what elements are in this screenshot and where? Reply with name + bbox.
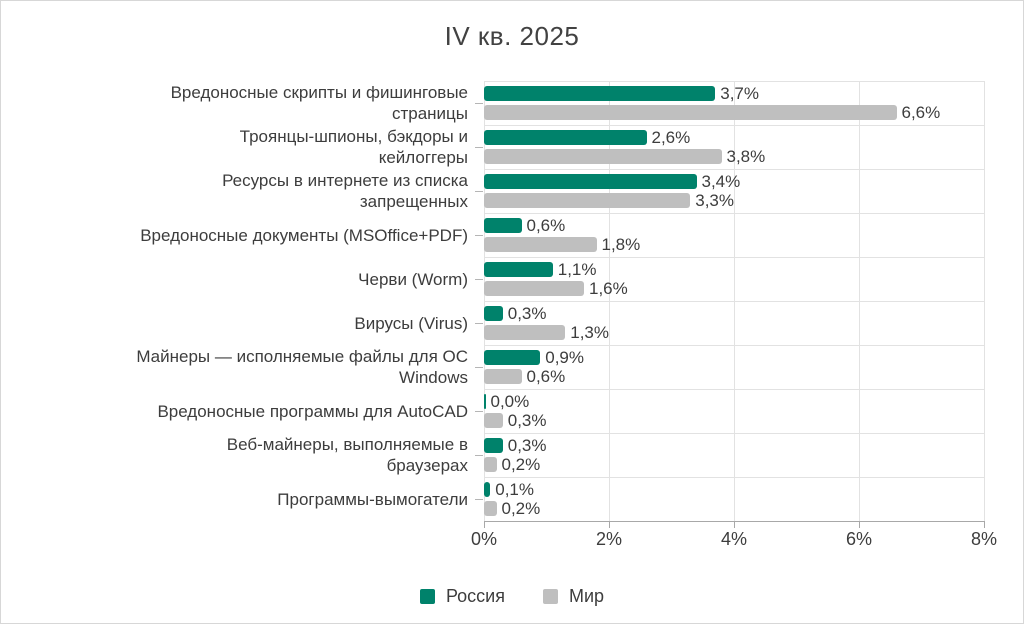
bar-value-label: 0,3% [507,304,547,323]
bar-value-label: 1,1% [557,260,597,279]
bar-value-label: 2,6% [651,128,691,147]
category-label: Вредоносные документы (MSOffice+PDF) [140,225,468,245]
bar-value-label: 3,8% [726,147,766,166]
category-label: Троянцы-шпионы, бэкдоры и кейлоггеры [239,127,468,167]
bar-value-label: 0,0% [490,392,530,411]
bar-value-label: 3,4% [701,172,741,191]
bar-russia [484,86,716,101]
bar-value-label: 1,8% [601,235,641,254]
gridline-horizontal [484,169,985,170]
bar-value-label: 0,1% [495,480,534,499]
category-label: Вредоносные скрипты и фишинговые страниц… [170,83,468,123]
bar-russia [484,306,503,321]
bar-value-label: 6,6% [901,103,941,122]
legend: Россия Мир [1,586,1023,607]
chart-title: IV кв. 2025 [444,21,580,51]
y-axis-tick [475,191,483,192]
bar-value-label: 0,3% [507,411,547,430]
category-label: Вирусы (Virus) [354,313,468,333]
bar-world [484,501,497,516]
bar-russia [484,482,491,497]
bar-value-label: 0,6% [526,367,566,386]
y-axis-tick [475,411,483,412]
y-axis-tick [475,147,483,148]
bar-world [484,457,497,472]
bar-value-label: 0,6% [526,216,566,235]
bar-world [484,237,597,252]
gridline-horizontal [484,345,985,346]
bar-world [484,325,566,340]
x-axis-tick [984,521,985,528]
legend-swatch-russia [419,589,435,604]
x-axis-tick-label: 8% [970,529,998,549]
y-axis-tick [475,103,483,104]
bar-value-label: 0,3% [507,436,547,455]
gridline-horizontal [484,389,985,390]
gridline-horizontal [484,477,985,478]
y-axis-tick [475,279,483,280]
legend-swatch-world [542,589,558,604]
x-axis-tick [609,521,610,528]
legend-item-world: Мир [542,586,605,607]
x-axis-tick-label: 2% [595,529,623,549]
bar-russia [484,174,697,189]
bar-value-label: 1,3% [570,323,609,342]
bar-world [484,149,722,164]
bar-value-label: 1,6% [589,279,628,298]
bar-russia [484,262,553,277]
bar-world [484,105,897,120]
bar-world [484,413,503,428]
bar-value-label: 0,2% [501,499,541,518]
bar-russia [484,218,522,233]
y-axis-tick [475,367,483,368]
gridline-horizontal [484,433,985,434]
y-axis-tick [475,499,483,500]
y-axis-tick [475,323,483,324]
bar-value-label: 3,3% [695,191,734,210]
bar-world [484,193,691,208]
x-axis-tick-label: 0% [470,529,498,549]
category-label: Майнеры — исполняемые файлы для ОС Windo… [136,347,468,387]
bar-russia [484,394,486,409]
bar-world [484,369,522,384]
category-label: Вредоносные программы для AutoCAD [157,401,468,421]
x-axis-tick [734,521,735,528]
category-label: Ресурсы в интернете из списка запрещенны… [222,171,468,211]
bar-world [484,281,584,296]
bar-russia [484,130,647,145]
gridline-horizontal [484,301,985,302]
bar-russia [484,438,503,453]
gridline-horizontal [484,125,985,126]
legend-label-russia: Россия [445,586,505,606]
legend-label-world: Мир [568,586,605,606]
bar-russia [484,350,541,365]
y-axis-tick [475,235,483,236]
category-label: Веб-майнеры, выполняемые в браузерах [226,435,468,475]
bar-value-label: 0,9% [545,348,584,367]
category-label: Программы-вымогатели [277,489,468,509]
x-axis-tick [859,521,860,528]
x-axis-tick-label: 6% [845,529,873,549]
x-axis-tick [484,521,485,528]
bar-value-label: 3,7% [720,84,759,103]
category-label: Черви (Worm) [358,269,468,289]
x-axis-tick-label: 4% [720,529,748,549]
gridline-horizontal [484,257,985,258]
gridline-horizontal [484,213,985,214]
bar-value-label: 0,2% [501,455,541,474]
gridline-horizontal [484,81,985,82]
legend-item-russia: Россия [419,586,505,607]
y-axis-tick [475,455,483,456]
